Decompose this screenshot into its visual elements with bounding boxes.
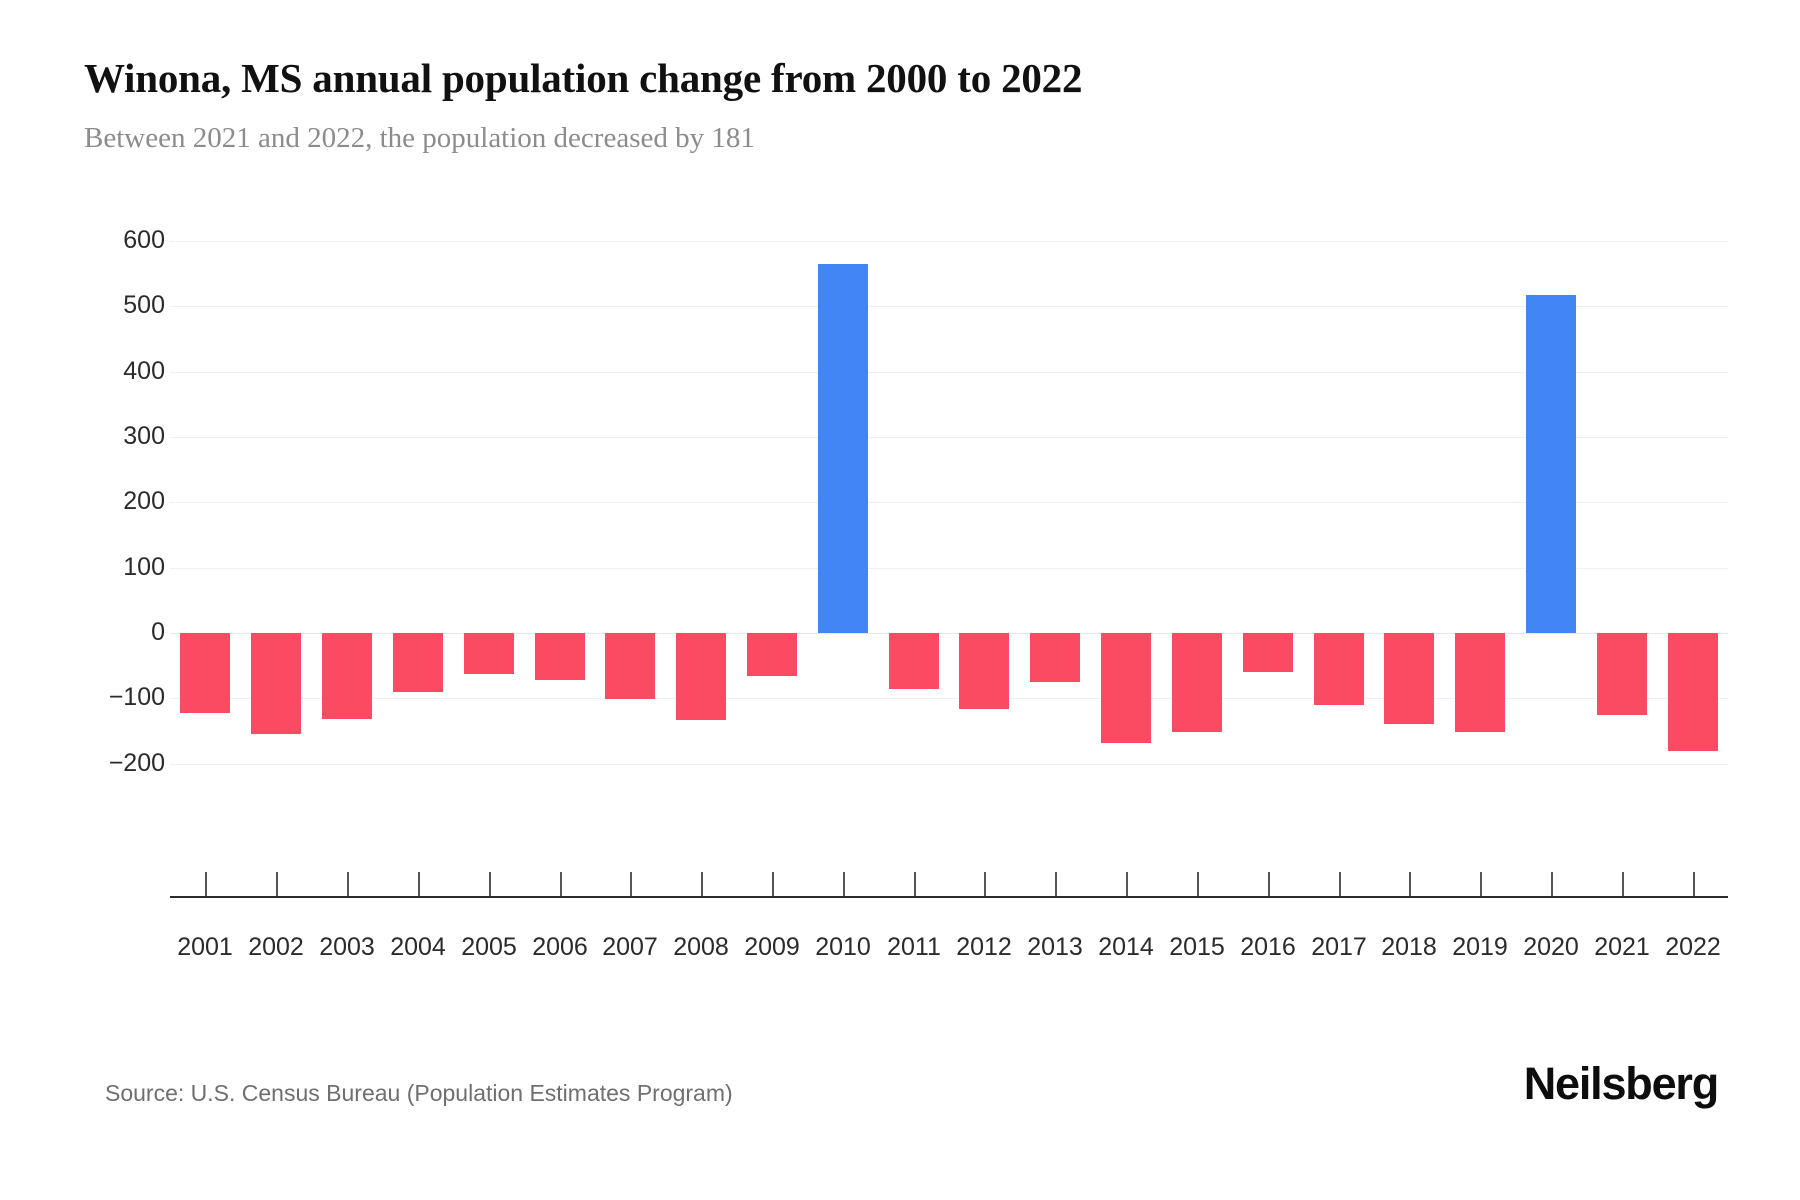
x-axis-tick [1197, 872, 1199, 896]
x-axis-tick [1339, 872, 1341, 896]
x-axis-tick-label-2014: 2014 [1098, 933, 1154, 961]
gridline [170, 437, 1728, 438]
page-title: Winona, MS annual population change from… [84, 55, 1083, 101]
x-axis-tick [560, 872, 562, 896]
x-axis-tick [1551, 872, 1553, 896]
y-axis-tick-label: 500 [123, 291, 165, 320]
bar-2022[interactable] [1668, 633, 1718, 751]
x-axis-tick-label-2020: 2020 [1523, 933, 1579, 961]
x-axis-tick-label-2010: 2010 [815, 933, 871, 961]
y-axis-tick-label: 600 [123, 226, 165, 254]
y-axis-tick-label: 300 [123, 422, 165, 450]
x-axis-tick [843, 872, 845, 896]
x-axis-tick [489, 872, 491, 896]
x-axis-tick [418, 872, 420, 896]
gridline [170, 698, 1728, 700]
x-axis-tick-label-2017: 2017 [1311, 933, 1367, 961]
source-note: Source: U.S. Census Bureau (Population E… [105, 1080, 733, 1106]
bar-2012[interactable] [959, 633, 1009, 709]
x-axis-tick-label-2019: 2019 [1452, 933, 1508, 961]
x-axis-tick [205, 872, 207, 896]
bar-2002[interactable] [251, 633, 301, 734]
x-axis-tick [1055, 872, 1057, 896]
x-axis-tick-label-2012: 2012 [956, 933, 1012, 961]
bar-2007[interactable] [605, 633, 655, 699]
bar-2021[interactable] [1597, 633, 1647, 715]
y-axis-tick-label: 0 [151, 618, 165, 646]
gridline [170, 371, 1728, 373]
x-axis-tick [1693, 872, 1695, 896]
x-axis-tick-label-2008: 2008 [673, 933, 729, 961]
bar-2005[interactable] [464, 633, 514, 674]
bar-2013[interactable] [1030, 633, 1080, 682]
bar-2016[interactable] [1243, 633, 1293, 672]
y-axis-tick-label: −100 [108, 683, 165, 712]
bar-2003[interactable] [322, 633, 372, 719]
x-axis-tick-label-2016: 2016 [1240, 933, 1296, 961]
y-axis-tick-label: 100 [123, 552, 165, 581]
gridline [170, 241, 1728, 242]
bar-2020[interactable] [1526, 295, 1576, 633]
x-axis-tick-label-2003: 2003 [319, 933, 375, 961]
x-axis-tick-label-2004: 2004 [390, 933, 446, 961]
x-axis-tick [701, 872, 703, 896]
gridline [170, 567, 1728, 569]
x-axis-tick-label-2022: 2022 [1665, 933, 1721, 961]
x-axis-tick [276, 872, 278, 896]
x-axis-tick-label-2013: 2013 [1027, 933, 1083, 961]
x-axis-tick-label-2018: 2018 [1381, 933, 1437, 961]
x-axis-tick-label-2006: 2006 [532, 933, 588, 961]
x-axis-tick [630, 872, 632, 896]
x-axis-tick [1480, 872, 1482, 896]
chart-subtitle: Between 2021 and 2022, the population de… [84, 122, 755, 154]
x-axis-tick-label-2021: 2021 [1594, 933, 1650, 961]
x-axis-tick-label-2011: 2011 [887, 933, 941, 961]
x-axis-tick [1268, 872, 1270, 896]
y-axis-tick-label: 400 [123, 356, 165, 385]
bar-2017[interactable] [1314, 633, 1364, 705]
gridline [170, 763, 1728, 765]
bar-2011[interactable] [889, 633, 939, 689]
x-axis-tick-label-2001: 2001 [177, 933, 233, 961]
zero-gridline [170, 633, 1728, 634]
chart-header: Winona, MS annual population change from… [84, 52, 1724, 158]
x-axis-tick-label-2005: 2005 [461, 933, 517, 961]
x-axis-tick-label-2007: 2007 [602, 933, 658, 961]
bar-2009[interactable] [747, 633, 797, 676]
x-axis-tick [1409, 872, 1411, 896]
x-axis-tick [914, 872, 916, 896]
y-axis-tick-label: −200 [108, 748, 165, 777]
bar-2008[interactable] [676, 633, 726, 720]
x-axis-tick-label-2002: 2002 [248, 933, 304, 961]
bar-2006[interactable] [535, 633, 585, 680]
x-axis-tick [984, 872, 986, 896]
bar-2018[interactable] [1384, 633, 1434, 724]
brand-logo: Neilsberg [1523, 1058, 1719, 1109]
x-axis-tick [772, 872, 774, 896]
x-axis-line [170, 896, 1728, 898]
y-axis-tick-label: 200 [123, 487, 165, 516]
x-axis-tick [347, 872, 349, 896]
x-axis-tick-label-2015: 2015 [1169, 933, 1225, 961]
gridline [170, 502, 1728, 504]
gridline [170, 306, 1728, 308]
x-axis-tick [1622, 872, 1624, 896]
bar-2014[interactable] [1101, 633, 1151, 743]
bar-2015[interactable] [1172, 633, 1222, 732]
bar-2001[interactable] [180, 633, 230, 713]
bar-2004[interactable] [393, 633, 443, 692]
bar-2010[interactable] [818, 264, 868, 633]
x-axis-tick [1126, 872, 1128, 896]
bar-2019[interactable] [1455, 633, 1505, 732]
x-axis-tick-label-2009: 2009 [744, 933, 800, 961]
